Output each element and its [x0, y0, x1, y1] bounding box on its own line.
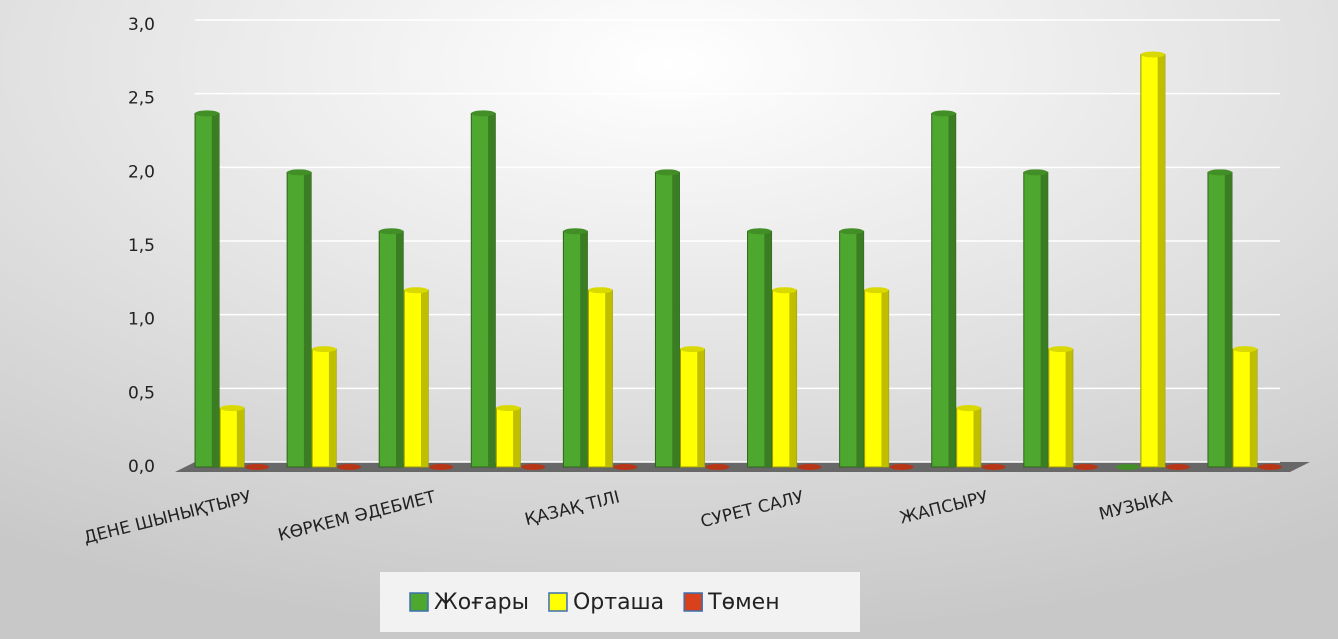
bar-top: [337, 464, 362, 470]
bar-top: [956, 405, 981, 412]
bar-top: [705, 464, 730, 470]
y-tick-label: 2,5: [128, 89, 155, 109]
bar-shade: [580, 231, 588, 467]
bar-top: [1207, 169, 1232, 176]
legend-swatch: [409, 592, 429, 612]
y-tick-label: 2,0: [128, 162, 155, 182]
bar-shade: [789, 290, 797, 467]
bar-top: [287, 169, 312, 176]
legend-swatch: [683, 592, 703, 612]
legend-label: Төмен: [707, 590, 779, 615]
bar-top: [588, 287, 613, 294]
bar-shade: [881, 290, 889, 467]
bar-top: [1048, 346, 1073, 353]
bar-shade: [605, 290, 613, 467]
bar-shade: [488, 113, 496, 468]
bar-top: [563, 228, 588, 235]
bar-shade: [856, 231, 864, 467]
bar-top: [521, 464, 546, 470]
bar-shade: [948, 113, 956, 468]
bar-shade: [764, 231, 772, 467]
legend-label: Жоғары: [434, 590, 529, 615]
y-tick-label: 3,0: [128, 15, 155, 35]
bar-shade: [236, 408, 245, 467]
bar-top: [471, 110, 496, 117]
bar-top: [747, 228, 772, 235]
bar-top: [1023, 169, 1048, 176]
bar-top: [613, 464, 638, 470]
y-tick-label: 0,0: [128, 457, 155, 477]
bar-shade: [672, 172, 680, 468]
bar-shade: [973, 408, 981, 467]
bar-top: [429, 464, 454, 470]
bar-top: [1140, 51, 1165, 58]
bar-top: [195, 110, 220, 117]
bar-shade: [396, 231, 404, 467]
bar-top: [379, 228, 404, 235]
bar-shade: [421, 290, 429, 467]
bar-top: [1073, 464, 1098, 470]
legend-swatch: [548, 592, 568, 612]
bar-top: [680, 346, 705, 353]
bar-top: [981, 464, 1006, 470]
bar-shade: [513, 408, 521, 467]
bar-top: [404, 287, 429, 294]
bar-shade: [211, 113, 220, 468]
bar-top: [1232, 346, 1257, 353]
bar-shade: [1249, 349, 1257, 467]
y-tick-label: 1,0: [128, 310, 155, 330]
bar-shade: [1040, 172, 1048, 468]
bar-top: [931, 110, 956, 117]
bar-shade: [328, 349, 337, 467]
bar-shade: [1065, 349, 1073, 467]
bar-top: [839, 228, 864, 235]
y-tick-label: 1,5: [128, 236, 155, 256]
bar-top: [1257, 464, 1282, 470]
legend-label: Орташа: [573, 590, 664, 615]
bar-top: [1115, 464, 1140, 470]
bar-shade: [1224, 172, 1232, 468]
bar-top: [220, 405, 245, 412]
bar-top: [864, 287, 889, 294]
bar-top: [655, 169, 680, 176]
bar-top: [772, 287, 797, 294]
bar-top: [797, 464, 822, 470]
bar-shade: [697, 349, 705, 467]
bar-shade: [1157, 54, 1165, 467]
bar-top: [889, 464, 914, 470]
legend-box: [380, 572, 860, 632]
y-tick-label: 0,5: [128, 383, 155, 403]
bar-top: [312, 346, 337, 353]
bar-top: [1165, 464, 1190, 470]
bar-top: [496, 405, 521, 412]
bar-top: [245, 464, 270, 470]
bar-shade: [303, 172, 312, 468]
